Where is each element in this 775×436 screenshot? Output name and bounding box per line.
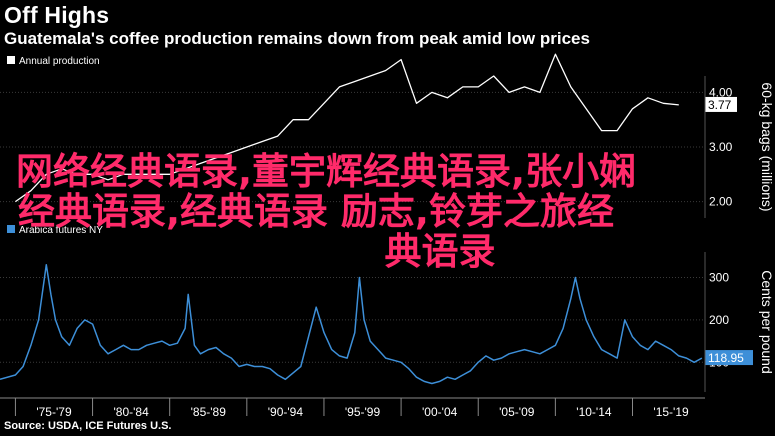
y-axis-label: 60-kg bags (millions) <box>759 82 775 211</box>
chart-subtitle: Guatemala's coffee production remains do… <box>4 29 590 48</box>
x-tick-label: '10-'14 <box>576 405 612 419</box>
x-tick-label: '75-'79 <box>36 405 72 419</box>
y-axis-label: Cents per pound <box>759 270 775 374</box>
x-tick-label: '80-'84 <box>113 405 149 419</box>
y-tick-label: 3.00 <box>709 140 733 154</box>
legend-label: Annual production <box>19 56 100 67</box>
x-tick-label: '05-'09 <box>499 405 535 419</box>
x-tick-label: '85-'89 <box>191 405 227 419</box>
x-tick-label: '15-'19 <box>653 405 689 419</box>
overlay-line-2: 经典语录,经典语录 励志,铃芽之旅经 <box>18 190 614 233</box>
series-line <box>0 263 703 385</box>
legend-swatch <box>7 225 15 233</box>
chart-headline: Off Highs <box>4 2 110 28</box>
last-value-label: 3.77 <box>708 98 732 112</box>
y-tick-label: 300 <box>709 270 729 284</box>
x-tick-label: '00-'04 <box>422 405 458 419</box>
last-value-box <box>705 96 737 112</box>
y-tick-label: 200 <box>709 313 729 327</box>
last-value-box <box>705 350 753 366</box>
overlay-line-1: 网络经典语录,董宇辉经典语录,张小娴 <box>16 150 637 193</box>
overlay-line-3: 典语录 <box>384 230 496 273</box>
legend-label: Arabica futures NY <box>19 225 103 236</box>
watermark-overlay-text: 网络经典语录,董宇辉经典语录,张小娴 经典语录,经典语录 励志,铃芽之旅经 典语… <box>0 152 730 272</box>
y-tick-label: 4.00 <box>709 85 733 99</box>
source-note: Source: USDA, ICE Futures U.S. <box>4 420 172 432</box>
last-value-label: 118.95 <box>708 351 744 365</box>
y-tick-label: 2.00 <box>709 195 733 209</box>
series-line <box>15 53 679 203</box>
x-tick-label: '95-'99 <box>345 405 381 419</box>
x-tick-label: '90-'94 <box>268 405 304 419</box>
legend-swatch <box>7 56 15 64</box>
